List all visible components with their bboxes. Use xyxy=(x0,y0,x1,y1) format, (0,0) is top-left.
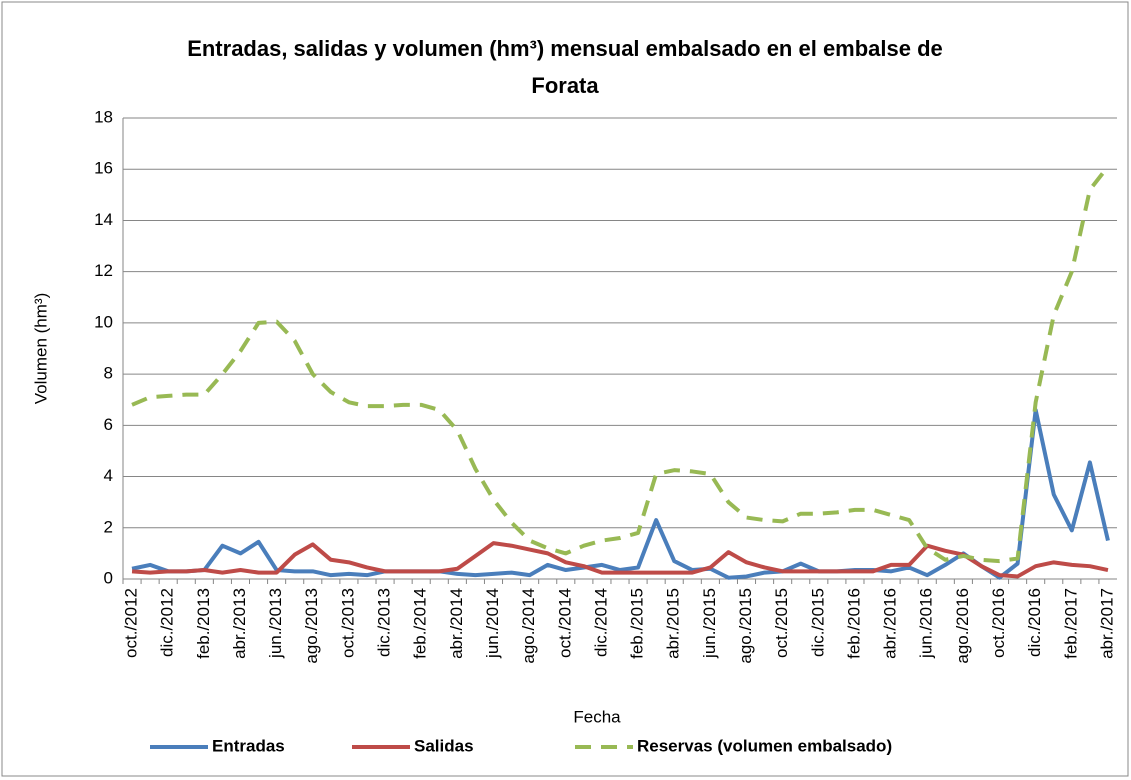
x-tick-label: feb./2014 xyxy=(411,588,430,659)
x-tick-label: feb./2013 xyxy=(194,588,213,659)
x-tick-label: ago./2015 xyxy=(736,588,755,664)
legend-label: Salidas xyxy=(414,736,474,755)
x-tick-label: dic./2014 xyxy=(591,588,610,657)
x-tick-label: oct./2016 xyxy=(989,588,1008,658)
x-tick-label: feb./2016 xyxy=(844,588,863,659)
x-tick-label: ago./2014 xyxy=(519,588,538,664)
x-tick-label: jun./2016 xyxy=(917,588,936,659)
x-tick-label: oct./2012 xyxy=(122,588,141,658)
x-tick-label: dic./2015 xyxy=(808,588,827,657)
series-line xyxy=(131,407,1110,580)
x-tick-label: dic./2012 xyxy=(158,588,177,657)
series-line xyxy=(131,165,1110,564)
y-tick-label: 4 xyxy=(104,466,113,485)
x-tick-label: dic./2016 xyxy=(1025,588,1044,657)
x-tick-label: ago./2016 xyxy=(953,588,972,664)
x-tick-label: jun./2014 xyxy=(483,588,502,659)
x-tick-label: abr./2015 xyxy=(664,588,683,659)
y-tick-label: 14 xyxy=(94,210,113,229)
y-tick-label: 0 xyxy=(104,568,113,587)
x-tick-label: jun./2015 xyxy=(700,588,719,659)
x-axis-label: Fecha xyxy=(573,707,621,726)
x-tick-label: feb./2015 xyxy=(628,588,647,659)
y-tick-label: 2 xyxy=(104,517,113,536)
x-tick-label: abr./2014 xyxy=(447,588,466,659)
y-tick-label: 10 xyxy=(94,312,113,331)
x-tick-label: feb./2017 xyxy=(1061,588,1080,659)
chart-title: Entradas, salidas y volumen (hm³) mensua… xyxy=(187,36,943,98)
x-tick-label: ago./2013 xyxy=(302,588,321,664)
series-line xyxy=(131,541,1109,579)
x-tick-label: abr./2016 xyxy=(881,588,900,659)
y-tick-label: 6 xyxy=(104,415,113,434)
x-tick-label: oct./2015 xyxy=(772,588,791,658)
x-tick-label: abr./2017 xyxy=(1097,588,1116,659)
x-tick-label: oct./2014 xyxy=(555,588,574,658)
legend-label: Entradas xyxy=(212,736,285,755)
y-tick-label: 16 xyxy=(94,159,113,178)
y-tick-label: 18 xyxy=(94,107,113,126)
legend-label: Reservas (volumen embalsado) xyxy=(637,736,892,755)
x-tick-label: abr./2013 xyxy=(230,588,249,659)
y-tick-label: 12 xyxy=(94,261,113,280)
x-tick-label: dic./2013 xyxy=(375,588,394,657)
x-tick-label: oct./2013 xyxy=(338,588,357,658)
x-tick-label: jun./2013 xyxy=(266,588,285,659)
y-tick-label: 8 xyxy=(104,364,113,383)
y-axis-label: Volumen (hm³) xyxy=(31,293,50,404)
